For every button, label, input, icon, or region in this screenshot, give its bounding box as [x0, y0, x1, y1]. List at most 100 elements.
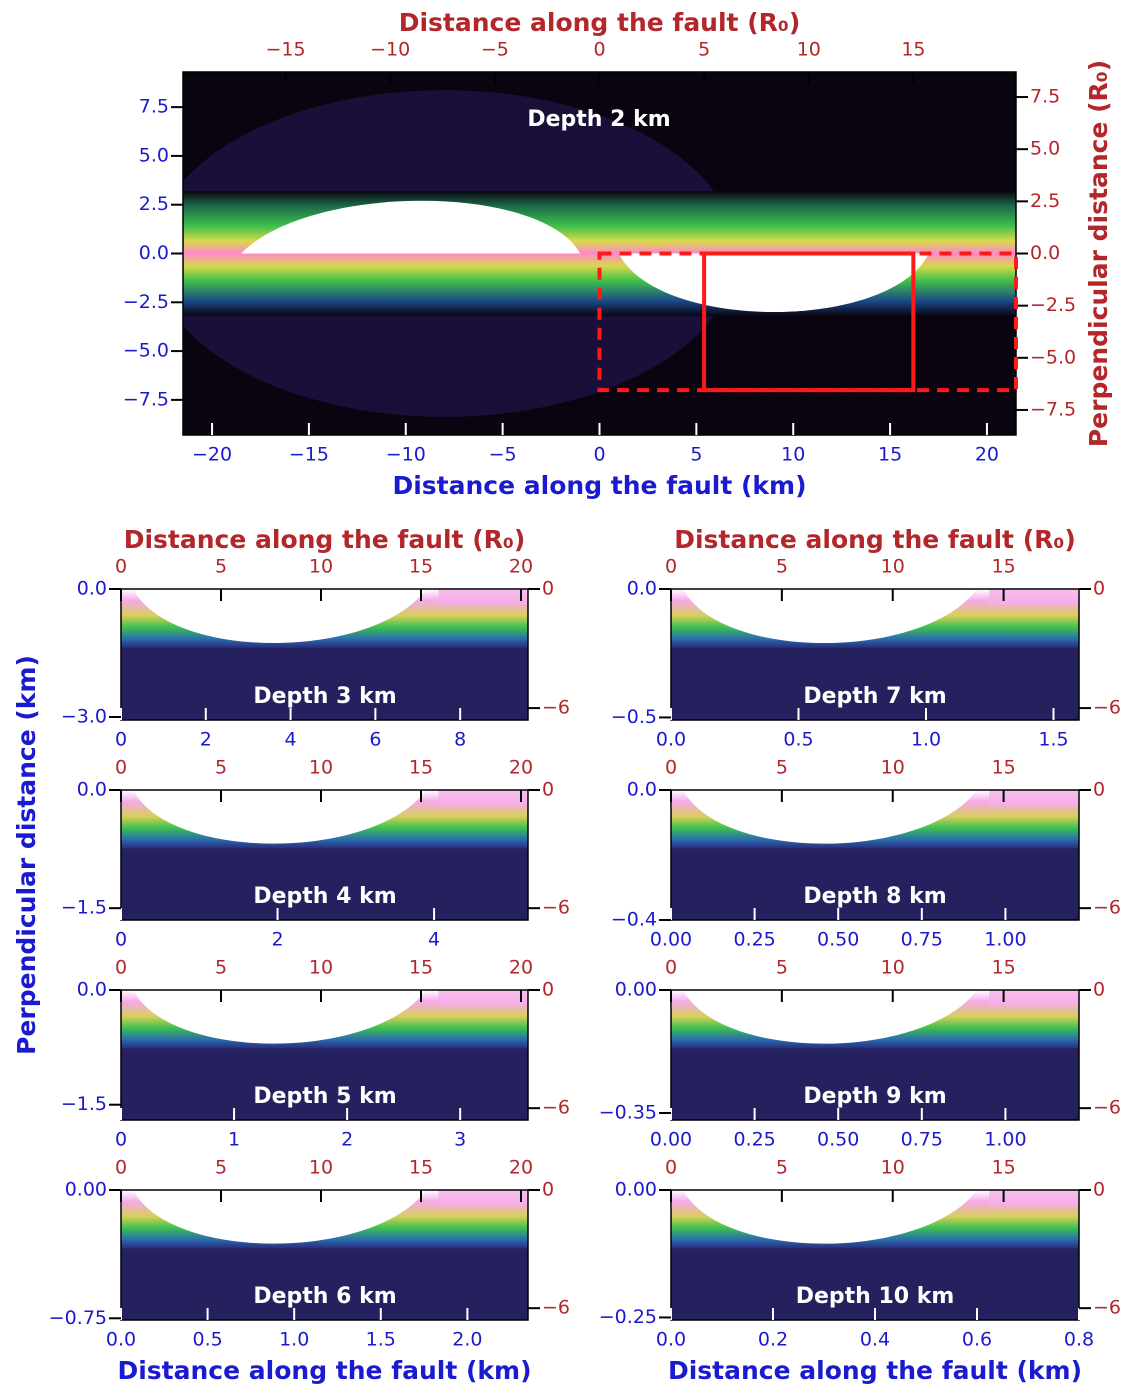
top-tick-label: 10 [881, 1157, 905, 1179]
bottom-tick-label: 0.00 [650, 929, 692, 951]
left-tick-label: −0.75 [49, 1307, 107, 1329]
heatmap-slip [683, 1190, 977, 1244]
bottom-tick-label: 0.75 [901, 1129, 943, 1151]
bottom-tick-label: 0 [593, 444, 605, 466]
bottom-tick-label: 3 [454, 1129, 466, 1151]
left-tick-label: −0.35 [599, 1101, 657, 1123]
top-tick-label: 15 [992, 957, 1016, 979]
bottom-tick-label: 8 [454, 729, 466, 751]
top-tick-label: 15 [409, 957, 433, 979]
top-tick-label: 15 [409, 1157, 433, 1179]
top-tick-label: 0 [665, 957, 677, 979]
top-tick-label: 15 [901, 39, 925, 61]
heatmap-edge [989, 790, 1079, 806]
heatmap-slip [683, 790, 977, 844]
bottom-tick-label: −20 [192, 444, 232, 466]
top-tick-label: 5 [215, 1157, 227, 1179]
bottom-tick-label: 0.25 [733, 929, 775, 951]
bottom-tick-label: 0.5 [192, 1329, 222, 1351]
heatmap [671, 790, 1079, 920]
top-tick-label: −5 [481, 39, 509, 61]
bottom-tick-label: 0.50 [817, 929, 859, 951]
left-tick-label: 5.0 [139, 144, 169, 166]
left-tick-label: 7.5 [139, 96, 169, 118]
bottom-tick-label: 0.0 [106, 1329, 136, 1351]
bottom-tick-label: 15 [878, 444, 902, 466]
top-tick-label: 0 [115, 1157, 127, 1179]
left-tick-label: 0.0 [77, 578, 107, 600]
top-tick-label: 15 [992, 556, 1016, 578]
bottom-tick-label: 1.0 [911, 729, 941, 751]
top-tick-label: 5 [776, 1157, 788, 1179]
heatmap-edge [438, 589, 528, 605]
bottom-tick-label: 4 [428, 929, 440, 951]
left-tick-label: −2.5 [123, 291, 169, 313]
bottom-tick-label: 0.00 [650, 1129, 692, 1151]
top-tick-label: 20 [509, 1157, 533, 1179]
right-tick-label: 0 [542, 779, 554, 801]
y2-axis-label: Perpendicular distance (R₀) [1084, 60, 1113, 447]
right-tick-label: 5.0 [1030, 138, 1060, 160]
bottom-tick-label: 0.8 [1064, 1329, 1094, 1351]
top-tick-label: 10 [309, 556, 333, 578]
x2-axis-label: Distance along the fault (R₀) [399, 8, 801, 37]
bottom-tick-label: 0.75 [901, 929, 943, 951]
left-tick-label: 0.0 [139, 242, 169, 264]
plot-frame [670, 789, 1080, 921]
panel-label: Depth 4 km [253, 884, 396, 909]
right-tick-label: 0 [1093, 1179, 1105, 1201]
heatmap-slip [133, 1190, 427, 1244]
top-tick-label: 5 [776, 556, 788, 578]
bottom-tick-label: 2 [271, 929, 283, 951]
left-tick-label: −0.4 [611, 909, 657, 931]
top-tick-label: 0 [115, 556, 127, 578]
top-tick-label: 5 [776, 957, 788, 979]
heatmap-slip [683, 990, 977, 1044]
top-tick-label: 10 [309, 757, 333, 779]
bottom-tick-label: 1.5 [366, 1329, 396, 1351]
top-tick-label: 10 [881, 957, 905, 979]
right-tick-label: −6 [542, 1097, 570, 1119]
top-tick-label: 10 [309, 1157, 333, 1179]
panel-label: Depth 9 km [803, 1084, 946, 1109]
top-tick-label: 15 [409, 556, 433, 578]
top-tick-label: −15 [266, 39, 306, 61]
top-tick-label: 0 [593, 39, 605, 61]
heatmap-slip [133, 790, 427, 844]
left-tick-label: −3.0 [61, 706, 107, 728]
left-tick-label: 0.0 [77, 779, 107, 801]
heatmap-edge [438, 990, 528, 1006]
top-tick-label: 15 [409, 757, 433, 779]
top-tick-label: 0 [115, 957, 127, 979]
bottom-tick-label: 0.0 [656, 1329, 686, 1351]
right-tick-label: −6 [542, 1297, 570, 1319]
plot-frame [120, 1189, 529, 1321]
plot-frame [120, 789, 529, 921]
left-tick-label: 0.0 [627, 779, 657, 801]
left-tick-label: −1.5 [61, 1093, 107, 1115]
right-tick-label: −2.5 [1030, 294, 1076, 316]
right-tick-label: 0 [1093, 578, 1105, 600]
plot-frame [670, 588, 1080, 721]
right-tick-label: 2.5 [1030, 190, 1060, 212]
left-tick-label: 0.00 [615, 979, 657, 1001]
bottom-tick-label: 0.0 [656, 729, 686, 751]
panel-label: Depth 10 km [796, 1284, 955, 1309]
x-axis-label: Distance along the fault (km) [117, 1356, 531, 1385]
top-tick-label: 5 [215, 757, 227, 779]
left-tick-label: 0.00 [65, 1179, 107, 1201]
top-tick-label: 20 [509, 957, 533, 979]
right-tick-label: −6 [1093, 1097, 1121, 1119]
bottom-tick-label: −15 [289, 444, 329, 466]
heatmap [671, 990, 1079, 1120]
heatmap-slip [133, 990, 427, 1044]
bottom-tick-label: 1.00 [984, 929, 1026, 951]
bottom-tick-label: 0.4 [860, 1329, 890, 1351]
top-tick-label: 10 [309, 957, 333, 979]
right-tick-label: 0.0 [1030, 242, 1060, 264]
top-tick-label: 20 [509, 556, 533, 578]
heatmap-slip [683, 589, 977, 644]
bottom-tick-label: 0 [115, 729, 127, 751]
